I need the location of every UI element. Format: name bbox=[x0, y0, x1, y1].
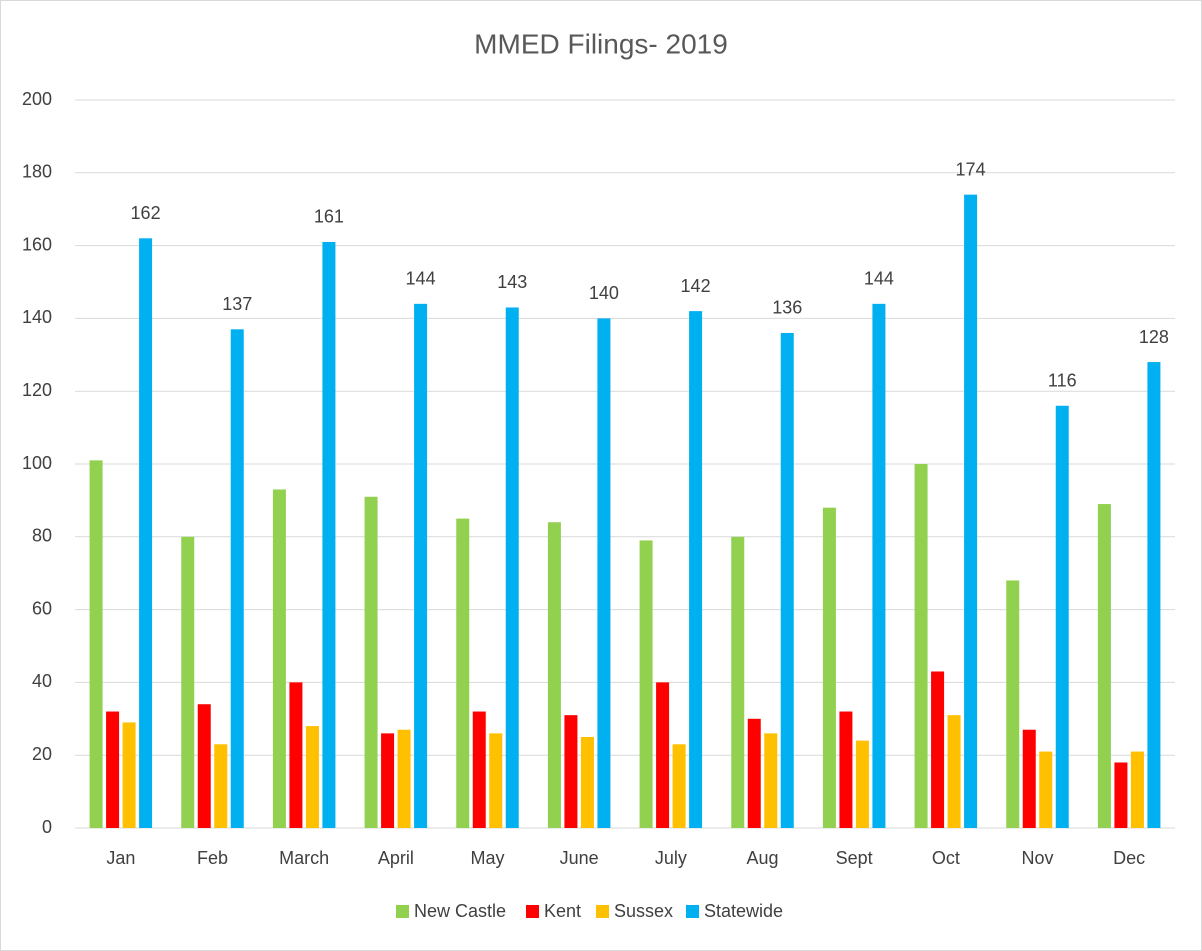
data-label: 142 bbox=[681, 276, 711, 296]
bar bbox=[564, 715, 578, 828]
y-tick-label: 120 bbox=[22, 380, 52, 400]
y-tick-label: 200 bbox=[22, 89, 52, 109]
bar bbox=[1039, 751, 1053, 828]
legend-label: New Castle bbox=[414, 901, 506, 921]
bar bbox=[89, 460, 103, 828]
bar bbox=[472, 711, 486, 828]
x-tick-label: Jan bbox=[106, 848, 135, 868]
bar bbox=[689, 311, 703, 828]
legend-label: Kent bbox=[544, 901, 581, 921]
data-label: 116 bbox=[1048, 371, 1077, 391]
bar bbox=[839, 711, 853, 828]
chart-title: MMED Filings- 2019 bbox=[474, 28, 728, 59]
y-tick-label: 180 bbox=[22, 162, 52, 182]
bar bbox=[364, 496, 378, 828]
x-tick-label: Feb bbox=[197, 848, 228, 868]
legend-swatch bbox=[396, 905, 409, 918]
x-tick-label: Sept bbox=[836, 848, 873, 868]
bar bbox=[822, 507, 836, 828]
data-label: 144 bbox=[864, 269, 894, 289]
bar bbox=[580, 737, 594, 828]
y-tick-label: 80 bbox=[32, 526, 52, 546]
y-tick-label: 20 bbox=[32, 744, 52, 764]
data-label: 143 bbox=[497, 272, 527, 292]
data-label: 161 bbox=[314, 207, 344, 227]
bar bbox=[764, 733, 778, 828]
legend-swatch bbox=[686, 905, 699, 918]
bar bbox=[456, 518, 470, 828]
bar bbox=[505, 307, 519, 829]
x-tick-label: June bbox=[560, 848, 599, 868]
bar bbox=[322, 241, 336, 828]
bar bbox=[1097, 504, 1111, 828]
legend-swatch bbox=[596, 905, 609, 918]
data-label: 174 bbox=[956, 159, 986, 179]
legend-swatch bbox=[526, 905, 539, 918]
data-label: 137 bbox=[222, 294, 252, 314]
y-tick-label: 140 bbox=[22, 307, 52, 327]
data-label: 144 bbox=[406, 269, 436, 289]
bar bbox=[181, 536, 195, 828]
x-tick-label: April bbox=[378, 848, 414, 868]
bar bbox=[139, 238, 153, 828]
x-tick-label: March bbox=[279, 848, 329, 868]
y-tick-label: 0 bbox=[42, 817, 52, 837]
bar bbox=[197, 704, 211, 828]
bar bbox=[747, 718, 761, 828]
data-label: 162 bbox=[131, 203, 161, 223]
bar bbox=[106, 711, 120, 828]
bar bbox=[872, 303, 886, 829]
data-label: 140 bbox=[589, 283, 619, 303]
bar bbox=[597, 318, 611, 828]
bar bbox=[305, 726, 319, 828]
bar bbox=[639, 540, 653, 828]
bar bbox=[230, 329, 244, 828]
x-tick-label: Oct bbox=[932, 848, 960, 868]
x-tick-label: Nov bbox=[1021, 848, 1053, 868]
y-tick-label: 160 bbox=[22, 234, 52, 254]
bar bbox=[656, 682, 670, 828]
bar bbox=[1022, 729, 1036, 828]
data-label: 136 bbox=[772, 298, 802, 318]
bar bbox=[731, 536, 745, 828]
bar bbox=[931, 671, 945, 828]
bar bbox=[1147, 362, 1161, 828]
bar bbox=[914, 464, 928, 828]
bar bbox=[672, 744, 686, 828]
data-label: 128 bbox=[1139, 327, 1169, 347]
bar bbox=[1130, 751, 1144, 828]
bar bbox=[272, 489, 286, 828]
bar bbox=[414, 303, 428, 829]
y-tick-label: 60 bbox=[32, 598, 52, 618]
legend-label: Statewide bbox=[704, 901, 783, 921]
bar bbox=[214, 744, 228, 828]
bar bbox=[1114, 762, 1128, 828]
bar bbox=[1055, 405, 1069, 828]
bar bbox=[1006, 580, 1020, 828]
bar bbox=[964, 194, 978, 828]
bar bbox=[547, 522, 561, 828]
y-tick-label: 100 bbox=[22, 453, 52, 473]
x-tick-label: July bbox=[655, 848, 687, 868]
bar bbox=[381, 733, 395, 828]
legend-label: Sussex bbox=[614, 901, 673, 921]
bar bbox=[397, 729, 411, 828]
bar bbox=[122, 722, 136, 828]
x-tick-label: Aug bbox=[746, 848, 778, 868]
bar bbox=[947, 715, 961, 828]
x-tick-label: Dec bbox=[1113, 848, 1145, 868]
bar bbox=[289, 682, 303, 828]
x-tick-label: May bbox=[470, 848, 504, 868]
y-tick-label: 40 bbox=[32, 671, 52, 691]
bar bbox=[855, 740, 869, 828]
bar bbox=[489, 733, 503, 828]
bar bbox=[780, 332, 794, 828]
